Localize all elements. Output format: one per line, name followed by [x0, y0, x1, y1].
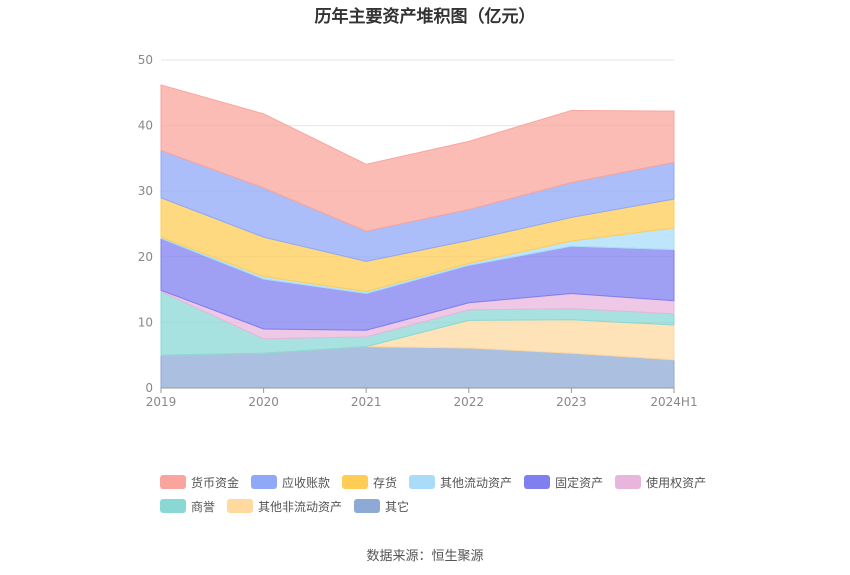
- legend-item[interactable]: 其它: [354, 494, 409, 518]
- legend-label: 存货: [373, 475, 398, 490]
- y-tick-label: 10: [138, 315, 153, 329]
- legend-swatch: [354, 499, 381, 513]
- legend-item[interactable]: 固定资产: [524, 470, 603, 494]
- area-layer: [160, 84, 675, 389]
- legend-item[interactable]: 存货: [342, 470, 397, 494]
- legend-row-1: 货币资金 应收账款 存货 其他流动资产 固定资产 使用权资产: [160, 470, 720, 494]
- legend-swatch: [160, 475, 186, 489]
- legend-swatch: [251, 475, 278, 489]
- legend-item[interactable]: 其他流动资产: [409, 470, 512, 494]
- legend-label: 应收账款: [282, 475, 331, 490]
- area-series-货币资金: [160, 84, 675, 232]
- source-note: 数据来源：恒生聚源: [366, 549, 484, 564]
- area-chart: 0 10 20 30 40 50 2019 2020 2021 2022 2023 2024H1: [138, 53, 698, 409]
- y-tick-label: 30: [138, 184, 153, 198]
- legend-swatch: [615, 475, 642, 489]
- legend-label: 商誉: [191, 499, 216, 514]
- legend-label: 其他非流动资产: [258, 499, 343, 514]
- y-tick-label: 40: [138, 119, 153, 133]
- legend-item[interactable]: 商誉: [160, 494, 215, 518]
- legend-item[interactable]: 货币资金: [160, 470, 239, 494]
- chart-title: 历年主要资产堆积图（亿元）: [314, 7, 536, 27]
- legend-label: 使用权资产: [646, 475, 707, 490]
- legend-label: 其它: [385, 499, 410, 514]
- legend-swatch: [342, 475, 369, 489]
- y-tick-label: 20: [138, 250, 153, 264]
- legend-item[interactable]: 其他非流动资产: [227, 494, 342, 518]
- x-tick-label: 2019: [146, 395, 177, 409]
- x-tick-label: 2020: [248, 395, 279, 409]
- y-tick-label: 0: [145, 381, 153, 395]
- legend-swatch: [524, 475, 551, 489]
- x-tick-label: 2024H1: [650, 395, 697, 409]
- legend-row-2: 商誉 其他非流动资产 其它: [160, 494, 720, 518]
- y-tick-label: 50: [138, 53, 153, 67]
- legend-swatch: [409, 475, 436, 489]
- legend: 货币资金 应收账款 存货 其他流动资产 固定资产 使用权资产 商誉 其他非流动资产 其它: [160, 470, 720, 518]
- legend-label: 其他流动资产: [440, 475, 513, 490]
- legend-label: 固定资产: [555, 475, 604, 490]
- axis-layer: 0 10 20 30 40 50 2019 2020 2021 2022 2023 2024H1: [138, 53, 698, 409]
- legend-label: 货币资金: [191, 475, 240, 490]
- x-tick-label: 2021: [351, 395, 382, 409]
- x-tick-label: 2023: [556, 395, 587, 409]
- legend-swatch: [227, 499, 254, 513]
- legend-swatch: [160, 499, 186, 513]
- legend-item[interactable]: 使用权资产: [615, 470, 706, 494]
- x-tick-label: 2022: [454, 395, 485, 409]
- legend-item[interactable]: 应收账款: [251, 470, 330, 494]
